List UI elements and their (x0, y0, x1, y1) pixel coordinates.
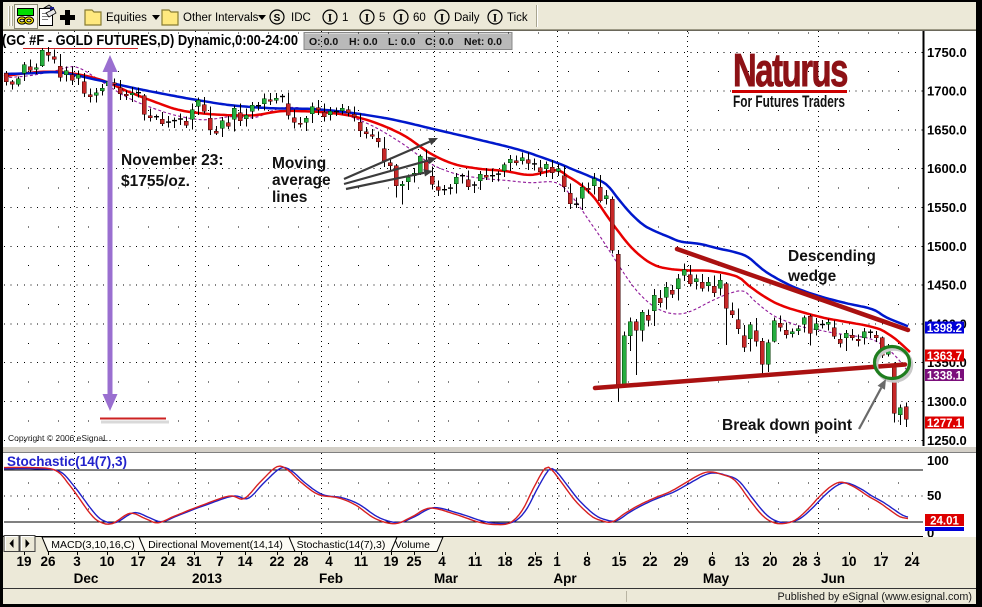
svg-text:7: 7 (216, 554, 224, 569)
svg-text:average: average (272, 172, 331, 189)
svg-text:I: I (493, 13, 498, 25)
svg-text:I: I (328, 13, 333, 25)
svg-text:60: 60 (413, 12, 426, 24)
svg-text:1650.0: 1650.0 (927, 122, 967, 137)
svg-text:Break down point: Break down point (722, 417, 852, 434)
svg-text:Directional Movement(14,14): Directional Movement(14,14) (148, 539, 283, 551)
svg-text:1700.0: 1700.0 (927, 84, 967, 99)
svg-text:100: 100 (927, 453, 949, 468)
svg-text:24.01: 24.01 (930, 515, 959, 527)
svg-text:I: I (365, 13, 370, 25)
svg-text:1: 1 (553, 554, 561, 569)
svg-text:11: 11 (468, 554, 483, 569)
svg-text:I: I (440, 13, 445, 25)
svg-text:1363.7: 1363.7 (927, 351, 962, 363)
svg-text:Copyright © 2006 eSignaL: Copyright © 2006 eSignaL (8, 433, 108, 443)
svg-text:1300.0: 1300.0 (927, 394, 967, 409)
svg-text:Jun: Jun (821, 571, 845, 586)
svg-text:Apr: Apr (553, 571, 577, 586)
svg-text:Dec: Dec (74, 571, 99, 586)
svg-text:Tick: Tick (507, 12, 528, 24)
svg-text:28: 28 (293, 554, 309, 569)
svg-text:4: 4 (438, 554, 446, 569)
svg-text:22: 22 (269, 554, 284, 569)
svg-text:(GC #F - GOLD FUTURES,D) Dynam: (GC #F - GOLD FUTURES,D) Dynamic,0:00-24… (2, 33, 298, 49)
svg-text:5: 5 (379, 12, 385, 24)
svg-text:8: 8 (583, 554, 591, 569)
svg-text:1398.2: 1398.2 (927, 323, 962, 335)
svg-text:28: 28 (792, 554, 808, 569)
svg-text:Naturus: Naturus (733, 44, 847, 96)
svg-text:I: I (399, 13, 404, 25)
svg-text:1277.1: 1277.1 (927, 418, 963, 430)
svg-text:Other Intervals: Other Intervals (183, 12, 259, 24)
svg-text:22: 22 (642, 554, 657, 569)
svg-text:24: 24 (904, 554, 920, 569)
svg-text:14: 14 (237, 554, 253, 569)
svg-text:Feb: Feb (319, 571, 343, 586)
svg-text:H: 0.0: H: 0.0 (349, 36, 378, 48)
svg-text:IDC: IDC (291, 12, 311, 24)
svg-text:10: 10 (841, 554, 856, 569)
svg-text:1338.1: 1338.1 (927, 370, 963, 382)
svg-text:wedge: wedge (787, 268, 837, 285)
svg-text:May: May (703, 571, 730, 586)
svg-text:4: 4 (325, 554, 333, 569)
svg-text:1750.0: 1750.0 (927, 45, 967, 60)
svg-text:Volume: Volume (395, 539, 430, 551)
svg-text:26: 26 (40, 554, 56, 569)
svg-text:Equities: Equities (106, 12, 147, 24)
svg-text:20: 20 (762, 554, 777, 569)
svg-text:0: 0 (927, 526, 934, 541)
svg-text:15: 15 (611, 554, 627, 569)
svg-text:3: 3 (73, 554, 81, 569)
svg-text:13: 13 (734, 554, 750, 569)
svg-text:1: 1 (342, 12, 348, 24)
svg-text:L: 0.0: L: 0.0 (388, 36, 416, 48)
svg-text:1550.0: 1550.0 (927, 200, 967, 215)
svg-text:19: 19 (16, 554, 31, 569)
svg-text:O: 0.0: O: 0.0 (309, 36, 338, 48)
svg-text:24: 24 (160, 554, 176, 569)
svg-text:1600.0: 1600.0 (927, 161, 967, 176)
svg-text:31: 31 (186, 554, 202, 569)
svg-text:11: 11 (354, 554, 369, 569)
svg-text:17: 17 (873, 554, 888, 569)
svg-text:3: 3 (813, 554, 821, 569)
svg-text:$1755/oz.: $1755/oz. (121, 173, 190, 190)
svg-text:Moving: Moving (272, 155, 326, 172)
svg-text:10: 10 (99, 554, 114, 569)
svg-text:Stochastic(14(7),3): Stochastic(14(7),3) (297, 539, 386, 551)
svg-text:50: 50 (927, 488, 941, 503)
svg-text:For Futures Traders: For Futures Traders (733, 93, 845, 111)
svg-text:1450.0: 1450.0 (927, 278, 967, 293)
svg-text:S: S (274, 13, 281, 24)
svg-text:19: 19 (383, 554, 398, 569)
svg-text:2013: 2013 (192, 571, 223, 586)
svg-text:MACD(3,10,16,C): MACD(3,10,16,C) (51, 539, 134, 551)
svg-text:Published by eSignal (www.esig: Published by eSignal (www.esignal.com) (778, 591, 972, 603)
svg-text:1250.0: 1250.0 (927, 433, 967, 448)
svg-text:18: 18 (497, 554, 513, 569)
svg-text:17: 17 (130, 554, 145, 569)
svg-text:29: 29 (673, 554, 688, 569)
svg-text:6: 6 (708, 554, 716, 569)
svg-text:C: 0.0: C: 0.0 (425, 36, 454, 48)
svg-text:Net: 0.0: Net: 0.0 (464, 36, 502, 48)
svg-text:25: 25 (527, 554, 543, 569)
svg-text:Mar: Mar (434, 571, 459, 586)
svg-text:Descending: Descending (788, 248, 876, 265)
svg-text:Daily: Daily (454, 12, 480, 24)
svg-text:25: 25 (406, 554, 422, 569)
svg-text:November 23:: November 23: (121, 152, 224, 169)
svg-text:lines: lines (272, 189, 307, 206)
svg-text:1500.0: 1500.0 (927, 239, 967, 254)
svg-text:Stochastic(14(7),3): Stochastic(14(7),3) (7, 454, 127, 469)
